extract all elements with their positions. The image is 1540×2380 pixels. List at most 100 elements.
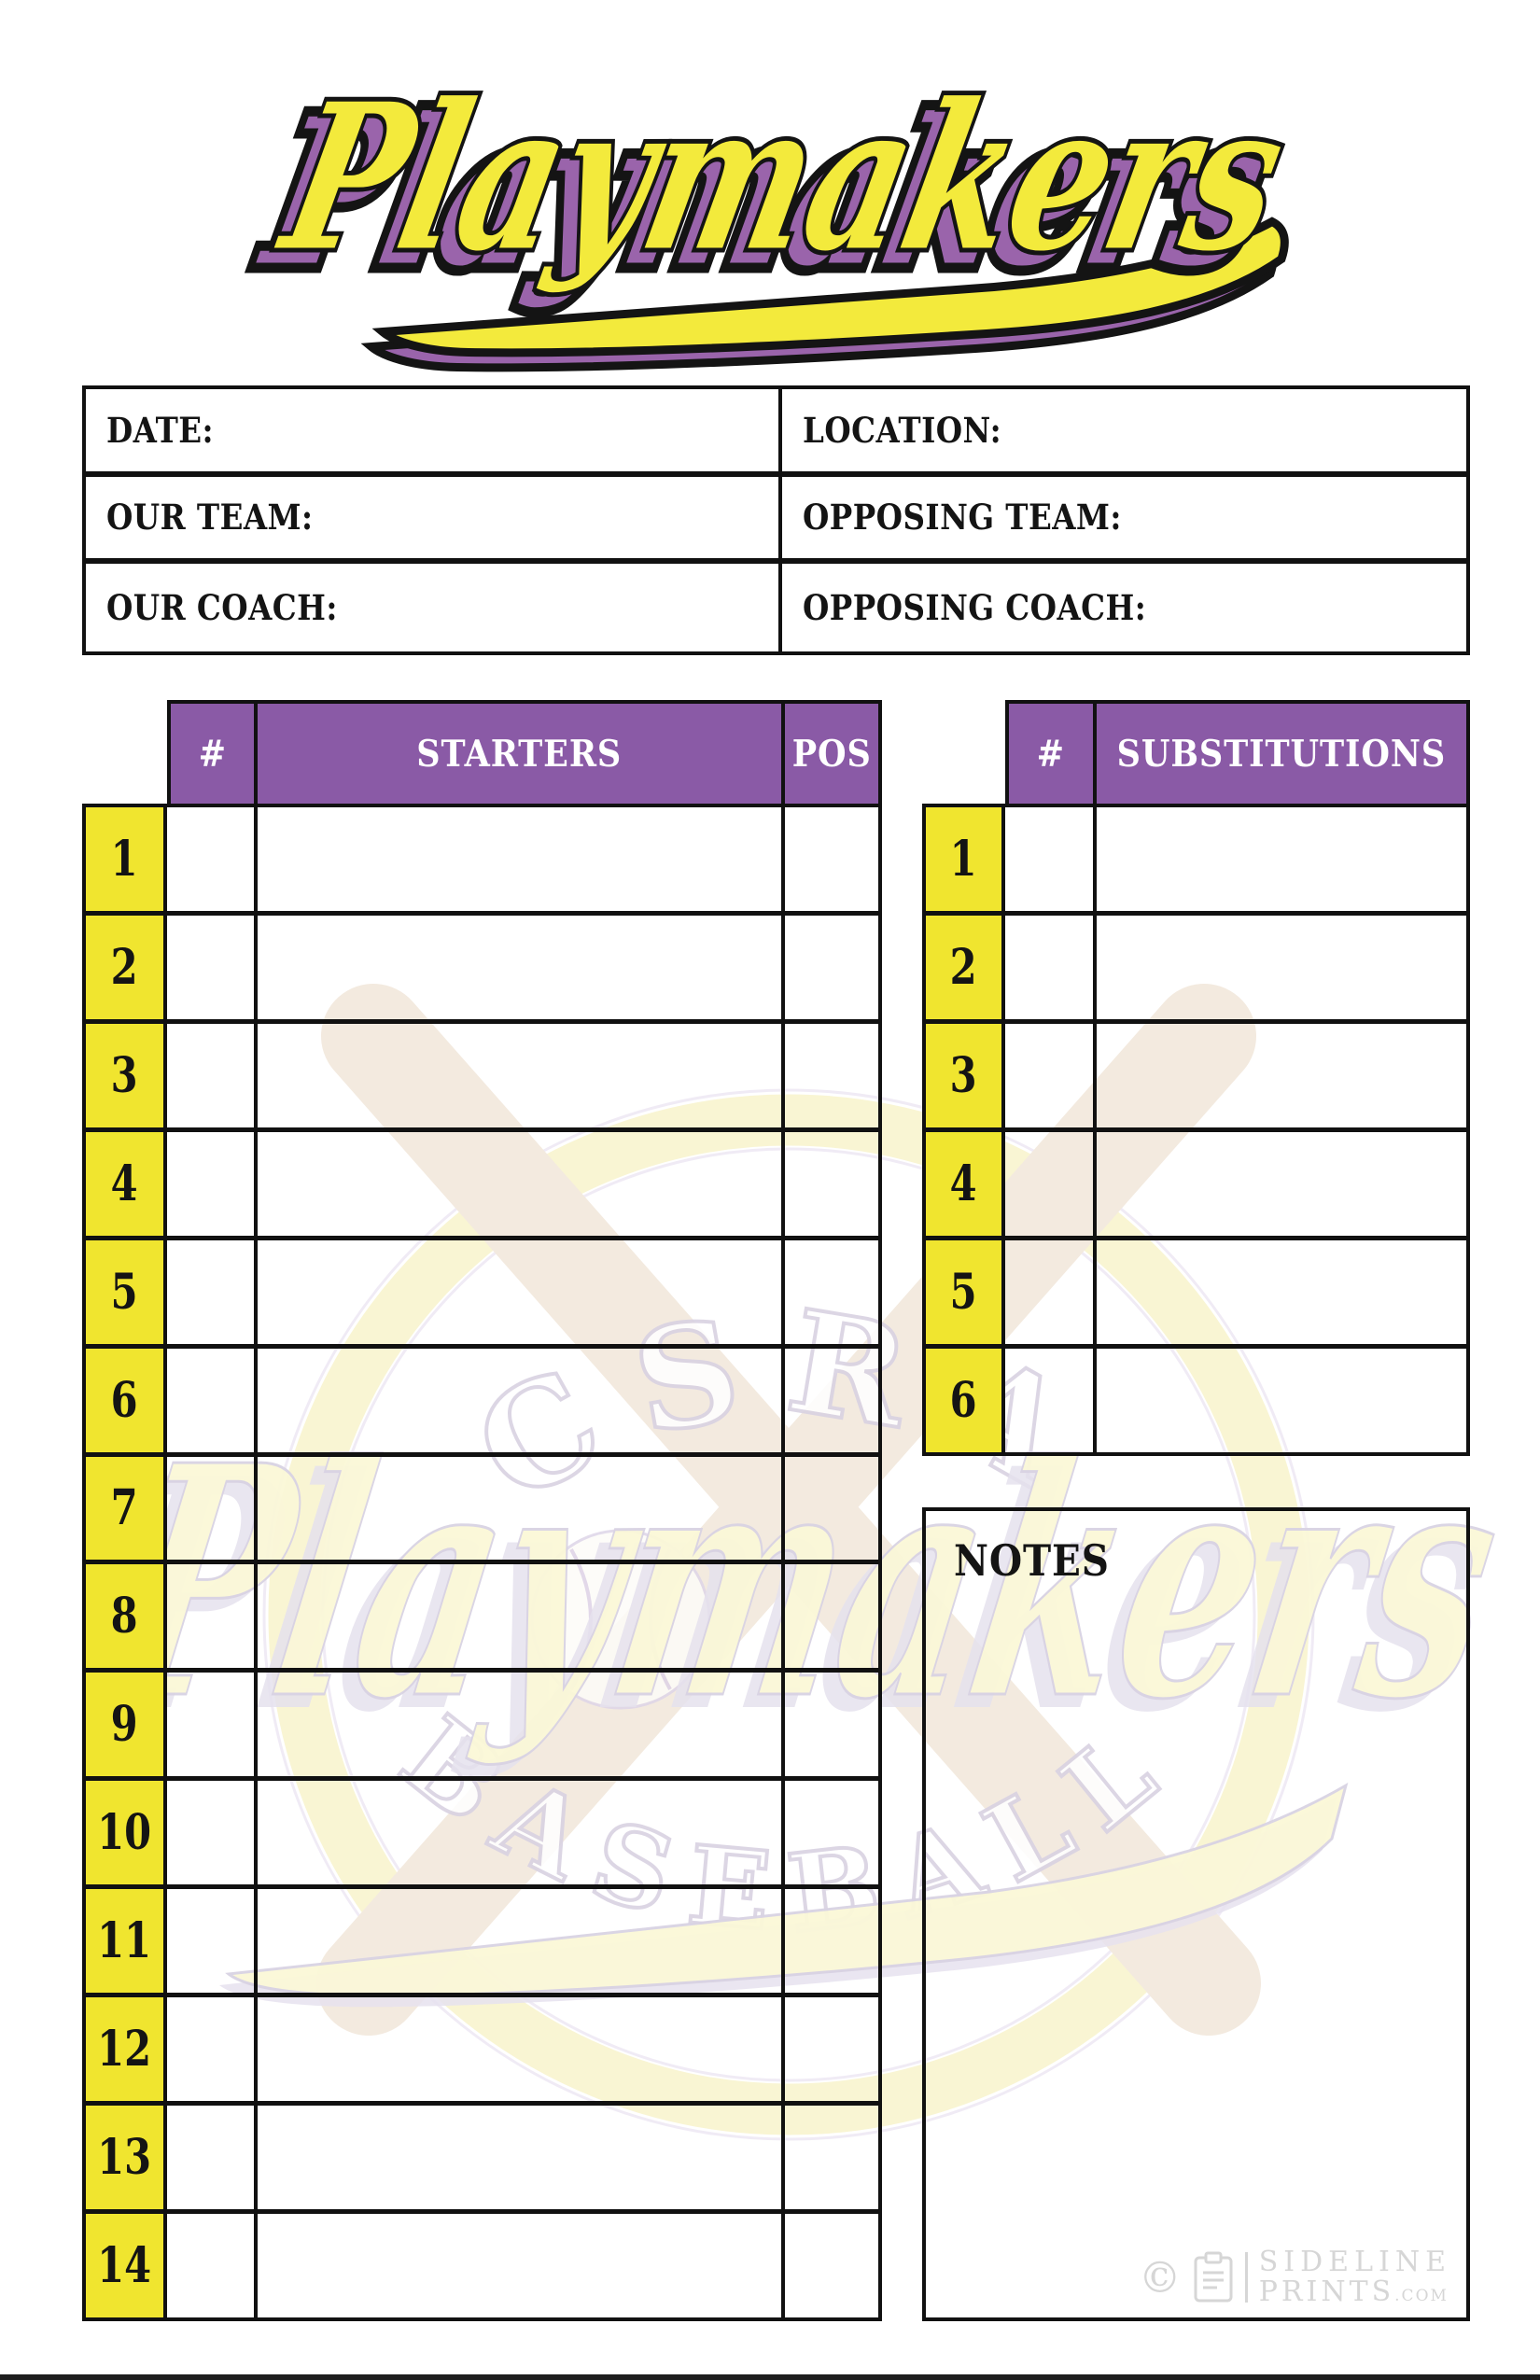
starters-player-cell[interactable]	[258, 1564, 785, 1669]
starters-player-cell[interactable]	[258, 807, 785, 911]
starters-row: 4	[86, 1131, 878, 1240]
starters-jersey-cell[interactable]	[167, 1564, 258, 1669]
substitutions-jersey-cell[interactable]	[1005, 1132, 1097, 1236]
starters-player-cell[interactable]	[258, 1997, 785, 2102]
starters-pos-cell[interactable]	[785, 1889, 878, 1993]
substitutions-rownum-cell: 4	[926, 1132, 1005, 1236]
starters-rownum-cell: 11	[86, 1889, 167, 1994]
substitutions-player-cell[interactable]	[1097, 1132, 1466, 1236]
starters-rownum-cell: 10	[86, 1781, 167, 1885]
starters-rownum-cell: 9	[86, 1673, 167, 1777]
starters-row: 12	[86, 1997, 878, 2107]
substitutions-rownum-cell: 3	[926, 1024, 1005, 1127]
substitutions-rownum-cell: 5	[926, 1240, 1005, 1344]
substitutions-header: # SUBSTITUTIONS	[1005, 700, 1470, 807]
starters-player-cell[interactable]	[258, 1889, 785, 1994]
starters-jersey-cell[interactable]	[167, 1673, 258, 1777]
substitutions-rownum-cell: 6	[926, 1349, 1005, 1452]
brand-suffix: .com	[1394, 2286, 1449, 2305]
game-info-table: DATE: LOCATION: OUR TEAM: OPPOSING TEAM:…	[82, 385, 1470, 655]
clipboard-icon	[1194, 2251, 1233, 2302]
starters-row: 6	[86, 1348, 878, 1457]
starters-rownum-cell: 4	[86, 1131, 167, 1236]
starters-rownum: 14	[97, 2236, 152, 2294]
starters-player-cell[interactable]	[258, 1131, 785, 1236]
starters-jersey-cell[interactable]	[167, 1348, 258, 1452]
opposing-team-field[interactable]: OPPOSING TEAM:	[782, 477, 1466, 565]
our-coach-field[interactable]: OUR COACH:	[86, 564, 782, 651]
starters-pos-cell[interactable]	[785, 916, 878, 1019]
substitutions-jersey-cell[interactable]	[1005, 807, 1097, 911]
opposing-coach-field[interactable]: OPPOSING COACH:	[782, 564, 1466, 651]
starters-pos-header-cell: POS	[785, 704, 878, 804]
starters-pos-cell[interactable]	[785, 1564, 878, 1668]
starters-header-label: STARTERS	[416, 732, 623, 776]
starters-jersey-cell[interactable]	[167, 807, 258, 911]
starters-player-cell[interactable]	[258, 1023, 785, 1127]
starters-player-cell[interactable]	[258, 1673, 785, 1777]
starters-pos-cell[interactable]	[785, 1349, 878, 1452]
starters-rownum-cell: 8	[86, 1564, 167, 1669]
starters-jersey-cell[interactable]	[167, 915, 258, 1019]
starters-pos-cell[interactable]	[785, 1132, 878, 1236]
substitutions-jersey-cell[interactable]	[1005, 1349, 1097, 1452]
starters-jersey-cell[interactable]	[167, 1023, 258, 1127]
our-team-field[interactable]: OUR TEAM:	[86, 476, 782, 565]
substitutions-player-cell[interactable]	[1097, 1240, 1466, 1344]
starters-row: 14	[86, 2213, 878, 2317]
starters-player-cell[interactable]	[258, 1781, 785, 1885]
starters-jersey-cell[interactable]	[167, 2213, 258, 2317]
starters-row: 7	[86, 1456, 878, 1565]
opposing-coach-label: OPPOSING COACH:	[803, 587, 1147, 629]
starters-jersey-cell[interactable]	[167, 1889, 258, 1994]
starters-rownum-cell: 3	[86, 1023, 167, 1127]
starters-rownum: 2	[111, 938, 138, 996]
starters-table: 1 2 3 4 5 6 7 8 9 10 11 12 13 14	[82, 804, 882, 2321]
starters-player-cell[interactable]	[258, 915, 785, 1019]
starters-jersey-cell[interactable]	[167, 1131, 258, 1236]
starters-row: 5	[86, 1239, 878, 1349]
starters-player-cell[interactable]	[258, 1239, 785, 1344]
starters-pos-cell[interactable]	[785, 807, 878, 911]
date-field[interactable]: DATE:	[86, 389, 782, 477]
substitutions-jersey-cell[interactable]	[1005, 1240, 1097, 1344]
starters-jersey-cell[interactable]	[167, 1781, 258, 1885]
starters-rownum: 3	[111, 1046, 138, 1104]
substitutions-rownum-cell: 2	[926, 916, 1005, 1019]
starters-rownum-cell: 12	[86, 1997, 167, 2102]
starters-jersey-cell[interactable]	[167, 2106, 258, 2209]
location-field[interactable]: LOCATION:	[782, 389, 1466, 477]
starters-jersey-cell[interactable]	[167, 1456, 258, 1561]
substitutions-player-cell[interactable]	[1097, 807, 1466, 911]
substitutions-row: 1	[926, 807, 1466, 916]
starters-player-cell[interactable]	[258, 2106, 785, 2209]
substitutions-player-cell[interactable]	[1097, 1349, 1466, 1452]
starters-rownum: 1	[111, 830, 138, 888]
substitutions-player-cell[interactable]	[1097, 1024, 1466, 1127]
substitutions-player-cell[interactable]	[1097, 916, 1466, 1019]
starters-pos-cell[interactable]	[785, 1240, 878, 1344]
starters-row: 11	[86, 1889, 878, 1998]
starters-rownum-cell: 7	[86, 1456, 167, 1561]
starters-pos-cell[interactable]	[785, 1781, 878, 1884]
starters-pos-cell[interactable]	[785, 1024, 878, 1127]
substitutions-jersey-cell[interactable]	[1005, 916, 1097, 1019]
starters-jersey-cell[interactable]	[167, 1239, 258, 1344]
starters-pos-cell[interactable]	[785, 1997, 878, 2101]
starters-row: 3	[86, 1023, 878, 1132]
starters-jersey-cell[interactable]	[167, 1997, 258, 2102]
notes-box[interactable]: NOTES © SIDELINE PRINTS.com	[922, 1507, 1470, 2321]
starters-player-cell[interactable]	[258, 1348, 785, 1452]
starters-pos-cell[interactable]	[785, 2106, 878, 2209]
our-coach-label: OUR COACH:	[106, 587, 338, 629]
substitutions-jersey-cell[interactable]	[1005, 1024, 1097, 1127]
starters-pos-cell[interactable]	[785, 1457, 878, 1561]
brand-line1: SIDELINE	[1258, 2246, 1451, 2278]
starters-pos-cell[interactable]	[785, 1673, 878, 1776]
starters-pos-cell[interactable]	[785, 2214, 878, 2317]
starters-rownum-cell: 1	[86, 807, 167, 911]
substitutions-row: 6	[926, 1349, 1466, 1452]
starters-player-cell[interactable]	[258, 1456, 785, 1561]
team-logo: Playmakers Playmakers	[219, 32, 1321, 398]
starters-player-cell[interactable]	[258, 2213, 785, 2317]
